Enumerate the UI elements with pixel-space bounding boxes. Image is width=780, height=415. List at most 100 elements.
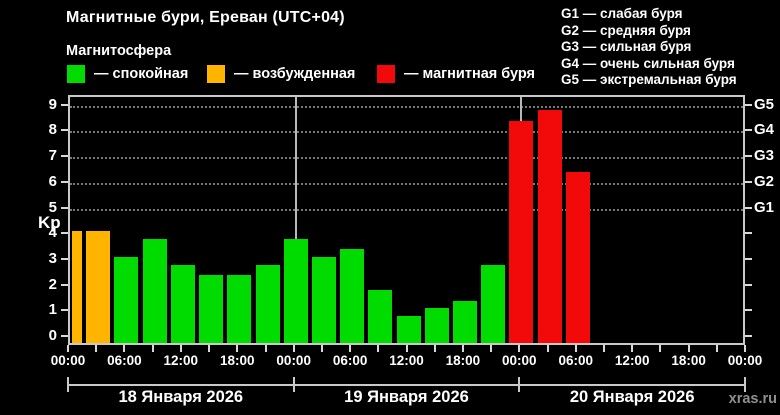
x-time-label-24h: 00:00: [276, 353, 311, 368]
kp-bar-h42-quiet: [452, 300, 477, 343]
x-axis-tick-12h: [179, 345, 182, 352]
kp-bar-h33-quiet: [368, 290, 393, 343]
kp-bar-h48-storm: [509, 120, 534, 343]
x-time-label-66h: 18:00: [671, 353, 706, 368]
g-scale-line-g1: G1 — слабая буря: [561, 6, 683, 21]
date-bracket-tick-3: [744, 377, 746, 392]
magnetosphere-subtitle: Магнитосфера: [66, 43, 172, 59]
kp-bar-h18-quiet: [227, 274, 252, 343]
x-time-label-72h: 00:00: [727, 353, 763, 368]
x-axis-tick-63h: [659, 345, 662, 352]
x-time-label-6h: 06:00: [107, 353, 142, 368]
date-bracket-line: [68, 384, 745, 386]
x-axis-tick-51h: [546, 345, 549, 352]
y-axis-tick-left-9: [61, 103, 68, 106]
x-time-label-30h: 06:00: [332, 353, 368, 368]
right-axis-label-g3: G3: [754, 147, 775, 165]
x-time-label-18h: 18:00: [220, 353, 255, 368]
x-axis-tick-0h: [67, 345, 69, 352]
y-axis-tick-right-5: [745, 206, 752, 209]
y-axis-label: Kp: [38, 213, 61, 232]
excited-color-swatch: [207, 65, 225, 83]
legend-label-excited: — возбужденная: [234, 66, 356, 82]
y-axis-label-8: 8: [48, 121, 57, 139]
kp-bar-h12-quiet: [170, 264, 195, 343]
x-time-label-60h: 12:00: [614, 353, 650, 368]
y-axis-label-4: 4: [48, 224, 57, 242]
kp-bar-h0-excited: [72, 231, 82, 343]
y-axis-tick-left-5: [61, 206, 68, 209]
y-axis-label-2: 2: [48, 275, 57, 293]
date-label-1: 19 Января 2026: [344, 388, 469, 406]
legend-label-quiet: — спокойная: [94, 66, 189, 82]
y-axis-tick-left-2: [61, 283, 68, 286]
x-axis-tick-36h: [405, 345, 408, 352]
gridline-kp9: [70, 105, 743, 108]
gridline-kp8: [70, 131, 743, 134]
kp-bar-h54-storm: [565, 172, 590, 343]
gridline-kp7: [70, 157, 743, 160]
kp-bar-h24-quiet: [283, 238, 308, 343]
y-axis-tick-left-1: [61, 309, 68, 312]
right-axis-label-g5: G5: [754, 95, 775, 113]
x-axis-tick-3h: [95, 345, 98, 352]
kp-bar-h21-quiet: [255, 264, 280, 343]
g-scale-line-g4: G4 — очень сильная буря: [561, 55, 735, 71]
date-label-0: 18 Января 2026: [118, 388, 244, 406]
y-axis-label-0: 0: [48, 327, 57, 344]
y-axis-tick-left-6: [61, 180, 68, 183]
y-axis-tick-right-1: [745, 309, 752, 312]
plot-area: [68, 95, 745, 345]
x-axis-tick-60h: [631, 345, 634, 352]
x-time-label-54h: 06:00: [558, 353, 594, 368]
y-axis-tick-right-4: [745, 232, 752, 235]
kp-bar-h45-quiet: [481, 264, 506, 343]
x-time-label-36h: 12:00: [389, 353, 424, 368]
x-axis-tick-45h: [490, 345, 493, 352]
date-bracket-tick-2: [518, 377, 521, 392]
x-axis-tick-9h: [151, 345, 154, 352]
x-axis-tick-54h: [574, 345, 577, 352]
x-axis-tick-24h: [292, 345, 295, 352]
x-axis-tick-42h: [461, 345, 464, 352]
kp-bar-h15-quiet: [199, 274, 223, 343]
y-axis-tick-right-0: [745, 335, 752, 337]
day-separator-line: [294, 97, 297, 343]
x-axis-tick-27h: [320, 345, 323, 352]
y-axis-tick-left-4: [61, 232, 68, 235]
g-scale-line-g3: G3 — сильная буря: [561, 39, 692, 55]
right-axis-label-g1: G1: [754, 198, 775, 216]
x-axis-tick-48h: [518, 345, 521, 352]
y-axis-tick-left-0: [61, 335, 68, 337]
g-scale-line-g2: G2 — средняя буря: [561, 22, 691, 38]
kp-bar-h30-quiet: [340, 249, 365, 343]
y-axis-label-9: 9: [48, 95, 57, 113]
gridline-kp5: [70, 208, 743, 211]
y-axis-tick-left-8: [61, 129, 68, 132]
y-axis-tick-right-2: [745, 283, 752, 286]
date-bracket-tick-1: [292, 377, 295, 392]
x-axis-tick-33h: [377, 345, 380, 352]
x-time-label-48h: 00:00: [502, 353, 537, 368]
y-axis-label-7: 7: [48, 147, 57, 165]
legend-label-storm: — магнитная буря: [404, 66, 536, 82]
x-axis-tick-39h: [433, 345, 436, 352]
x-time-label-42h: 18:00: [445, 353, 481, 368]
x-time-label-12h: 12:00: [163, 353, 199, 368]
x-time-label-0h: 00:00: [50, 353, 86, 368]
right-axis-label-g4: G4: [754, 121, 775, 139]
y-axis-tick-left-3: [61, 257, 68, 260]
right-axis-label-g2: G2: [754, 172, 775, 190]
watermark: xras.ru: [728, 391, 777, 407]
kp-bar-h6-quiet: [114, 256, 139, 343]
kp-bar-h27-quiet: [311, 256, 336, 343]
g-scale-line-g5: G5 — экстремальная буря: [561, 72, 737, 88]
x-axis-tick-57h: [603, 345, 605, 352]
y-axis-tick-right-9: [745, 103, 752, 106]
storm-color-swatch: [377, 65, 395, 83]
x-axis-tick-6h: [123, 345, 126, 352]
x-axis-tick-30h: [349, 345, 352, 352]
kp-bar-h36-quiet: [396, 316, 421, 343]
x-axis-tick-15h: [208, 345, 210, 352]
